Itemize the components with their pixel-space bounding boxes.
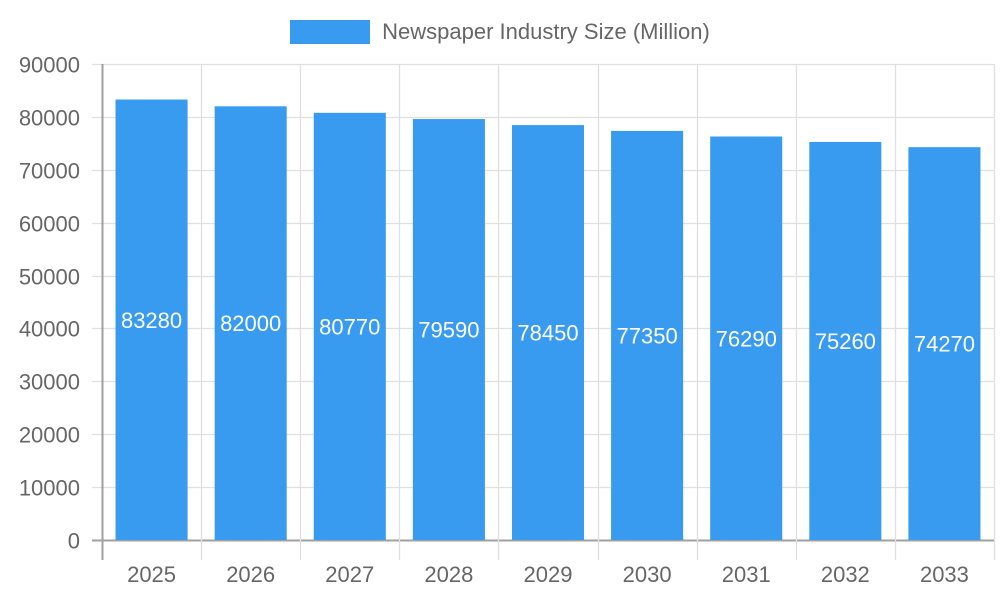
- y-tick-label: 20000: [19, 423, 80, 448]
- bar-value-label: 77350: [617, 323, 678, 348]
- bar-2031[interactable]: 76290: [710, 136, 783, 540]
- bar-2030[interactable]: 77350: [611, 130, 684, 540]
- bar-value-label: 82000: [220, 311, 281, 336]
- y-tick-label: 90000: [19, 53, 80, 78]
- bar-rect[interactable]: [908, 147, 981, 541]
- bar-2033[interactable]: 74270: [908, 147, 981, 541]
- bar-rect[interactable]: [611, 130, 684, 540]
- y-tick-label: 80000: [19, 106, 80, 131]
- bar-rect[interactable]: [115, 99, 188, 541]
- bar-2025[interactable]: 83280: [115, 99, 188, 541]
- y-tick-label: 60000: [19, 212, 80, 237]
- bar-2032[interactable]: 75260: [809, 141, 882, 540]
- bar-rect[interactable]: [511, 125, 585, 540]
- bar-rect[interactable]: [412, 119, 485, 540]
- bar-rect[interactable]: [809, 141, 882, 540]
- bar-2028[interactable]: 79590: [412, 119, 485, 540]
- bar-value-label: 78450: [517, 321, 578, 346]
- x-tick-label: 2029: [524, 562, 573, 587]
- legend-swatch: [290, 20, 371, 44]
- bar-rect[interactable]: [313, 112, 386, 541]
- x-tick-label: 2031: [722, 562, 771, 587]
- y-tick-label: 50000: [19, 265, 80, 290]
- y-tick-label: 30000: [19, 370, 80, 395]
- x-tick-label: 2027: [325, 562, 374, 587]
- bar-2029[interactable]: 78450: [511, 125, 585, 540]
- bar-value-label: 74270: [914, 332, 975, 357]
- x-tick-label: 2032: [821, 562, 870, 587]
- chart-legend[interactable]: Newspaper Industry Size (Million): [0, 19, 1000, 45]
- y-tick-label: 40000: [19, 317, 80, 342]
- y-tick-label: 70000: [19, 159, 80, 184]
- bar-value-label: 83280: [121, 308, 182, 333]
- bar-value-label: 75260: [815, 329, 876, 354]
- bar-2027[interactable]: 80770: [313, 112, 386, 541]
- bar-value-label: 79590: [418, 318, 479, 343]
- x-tick-label: 2025: [127, 562, 176, 587]
- legend-label: Newspaper Industry Size (Million): [382, 19, 710, 44]
- x-tick-label: 2030: [623, 562, 672, 587]
- bars: 83280 82000 80770 79590 78450 77350 76290 75260…: [115, 99, 981, 541]
- axis-labels: 0 10000 20000 30000 40000 50000 60000 70000 8000…: [19, 53, 969, 588]
- x-tick-label: 2026: [226, 562, 275, 587]
- x-tick-label: 2033: [920, 562, 969, 587]
- bar-value-label: 76290: [716, 326, 777, 351]
- bar-rect[interactable]: [214, 106, 287, 541]
- bar-2026[interactable]: 82000: [214, 106, 287, 541]
- x-tick-label: 2028: [424, 562, 473, 587]
- bar-value-label: 80770: [319, 314, 380, 339]
- y-tick-label: 0: [68, 529, 80, 554]
- y-tick-label: 10000: [19, 476, 80, 501]
- bar-rect[interactable]: [710, 136, 783, 540]
